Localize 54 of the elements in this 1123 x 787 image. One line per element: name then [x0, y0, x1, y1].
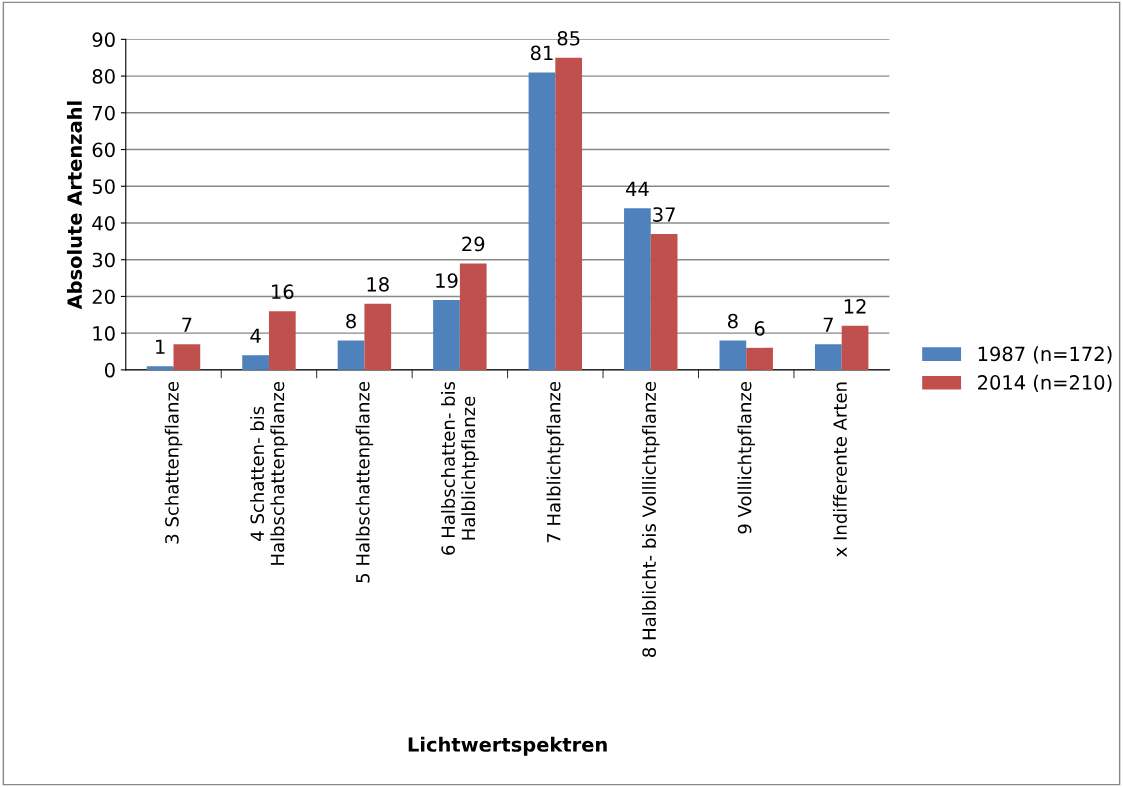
data-label: 4 — [250, 328, 261, 343]
x-tick-label: 4 Schatten- bis Halbschattenpflanze — [250, 381, 288, 565]
y-tick-label: 30 — [92, 252, 115, 268]
bar — [719, 340, 747, 370]
y-tick-label: 80 — [92, 69, 115, 84]
bar — [173, 344, 201, 370]
bar — [337, 340, 365, 370]
data-label: 8 — [346, 313, 356, 329]
bar — [146, 366, 174, 370]
data-label: 16 — [272, 284, 294, 300]
data-label: 7 — [182, 317, 192, 332]
x-tick-label: 7 Halblichtpflanze — [546, 381, 565, 543]
data-label: 81 — [530, 45, 553, 61]
x-axis-title: Lichtwertspektren — [408, 736, 607, 756]
x-tick-label: 5 Halbschattenpflanze — [355, 381, 374, 583]
bar — [364, 303, 392, 370]
bar — [242, 355, 269, 370]
data-label: 44 — [625, 181, 649, 196]
x-tick-label: 9 Volllichtpflanze — [737, 381, 755, 534]
y-tick-label: 10 — [93, 326, 115, 341]
x-tick-label: x Indifferente Arten — [832, 382, 847, 557]
x-tick-label: 3 Schattenpflanze — [164, 381, 183, 544]
y-tick-label: 70 — [92, 105, 115, 121]
legend-label: 2014 (n=210) — [978, 374, 1112, 393]
legend-label: 1987 (n=172) — [978, 346, 1112, 364]
bar — [268, 311, 296, 370]
bar — [624, 208, 651, 370]
bar — [814, 344, 842, 370]
data-label: 19 — [436, 273, 458, 289]
bar — [746, 347, 773, 370]
bar — [528, 72, 556, 370]
bar — [555, 57, 583, 370]
data-label: 29 — [462, 236, 485, 252]
x-tick-label: 6 Halbschatten- bis Halblichtpflanze — [441, 381, 479, 555]
bar — [650, 234, 678, 370]
bar — [459, 263, 487, 370]
bar — [433, 300, 460, 370]
data-label: 8 — [728, 313, 738, 329]
data-label: 85 — [557, 30, 580, 46]
data-label: 7 — [823, 317, 833, 332]
y-tick-label: 90 — [92, 32, 115, 48]
data-label: 37 — [653, 207, 675, 222]
y-tick-label: 50 — [92, 179, 115, 194]
y-tick-label: 20 — [92, 289, 115, 305]
x-tick-label: 8 Halblicht- bis Volllichtpflanze — [642, 381, 660, 657]
data-label: 18 — [367, 276, 389, 292]
bar — [841, 325, 869, 370]
y-tick-label: 40 — [92, 215, 115, 231]
data-label: 1 — [156, 339, 165, 354]
data-label: 6 — [754, 321, 765, 336]
y-tick-label: 0 — [104, 362, 115, 378]
y-tick-label: 60 — [92, 142, 115, 158]
data-label: 12 — [844, 299, 866, 314]
y-axis-title: Absolute Artenzahl — [66, 101, 82, 310]
